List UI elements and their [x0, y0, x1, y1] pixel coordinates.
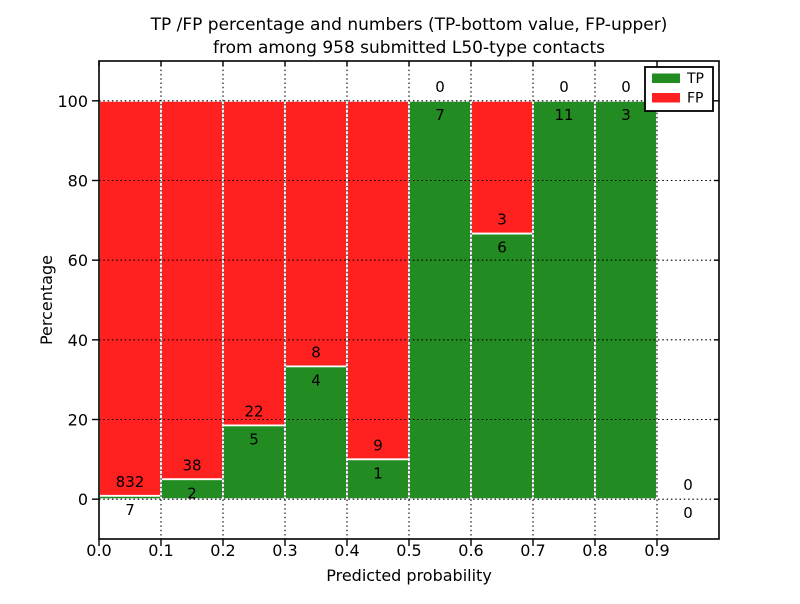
tp-count-label: 7: [125, 501, 135, 519]
x-axis-label: Predicted probability: [326, 566, 492, 585]
legend-swatch-tp: [652, 73, 680, 83]
x-tick-label: 0.7: [520, 541, 545, 560]
fp-count-label: 8: [311, 343, 321, 361]
legend-label-fp: FP: [687, 91, 704, 107]
fp-count-label: 22: [244, 402, 263, 420]
x-tick-label: 0.6: [458, 541, 483, 560]
bar-tp-segment: [594, 99, 658, 501]
legend-swatch-fp: [652, 93, 680, 103]
bar-fp-segment: [284, 99, 348, 368]
tp-count-label: 3: [621, 106, 631, 124]
tp-count-label: 7: [435, 106, 445, 124]
x-tick-label: 0.4: [334, 541, 359, 560]
y-tick-label: 80: [68, 172, 88, 191]
bar-tp-segment: [408, 99, 472, 501]
tp-count-label: 11: [554, 106, 573, 124]
fp-count-label: 3: [497, 211, 507, 229]
bar-fp-segment: [98, 99, 162, 497]
tp-count-label: 6: [497, 239, 507, 257]
fp-count-label: 0: [621, 78, 631, 96]
chart-title-line2: from among 958 submitted L50-type contac…: [213, 38, 605, 58]
bar-tp-segment: [532, 99, 596, 501]
tp-count-label: 2: [187, 484, 197, 502]
bar-fp-segment: [346, 99, 410, 461]
plot-layer: 0.0 0.1 0.2 0.3 0.4 0.5 0.6 0.7 0.8 0.90204060801…: [57, 60, 720, 560]
bar-fp-segment: [160, 99, 224, 481]
fp-count-label: 0: [683, 476, 693, 494]
bar-fp-segment: [222, 99, 286, 427]
tp-count-label: 5: [249, 430, 259, 448]
x-tick-label: 0.9: [644, 541, 669, 560]
fp-count-label: 38: [182, 456, 201, 474]
y-tick-label: 40: [68, 331, 88, 350]
tp-count-label: 0: [683, 504, 693, 522]
x-tick-label: 0.8: [582, 541, 607, 560]
fp-count-label: 0: [559, 78, 569, 96]
tp-count-label: 4: [311, 371, 321, 389]
tp-count-label: 1: [373, 464, 383, 482]
x-tick-label: 0.1: [148, 541, 173, 560]
bar-tp-segment: [222, 424, 286, 501]
x-tick-label: 0.5: [396, 541, 421, 560]
y-tick-label: 60: [68, 251, 88, 270]
fp-count-label: 832: [116, 473, 145, 491]
y-axis-label: Percentage: [37, 255, 56, 345]
x-tick-label: 0.0: [86, 541, 111, 560]
y-tick-label: 0: [78, 490, 88, 509]
y-tick-label: 100: [57, 92, 88, 111]
bar-tp-segment: [470, 232, 534, 501]
chart-title-line1: TP /FP percentage and numbers (TP-bottom…: [150, 15, 668, 35]
y-tick-label: 20: [68, 411, 88, 430]
x-tick-label: 0.2: [210, 541, 235, 560]
fp-count-label: 9: [373, 436, 383, 454]
legend-label-tp: TP: [686, 71, 704, 87]
x-tick-label: 0.3: [272, 541, 297, 560]
fp-count-label: 0: [435, 78, 445, 96]
legend: TP FP: [644, 66, 714, 112]
